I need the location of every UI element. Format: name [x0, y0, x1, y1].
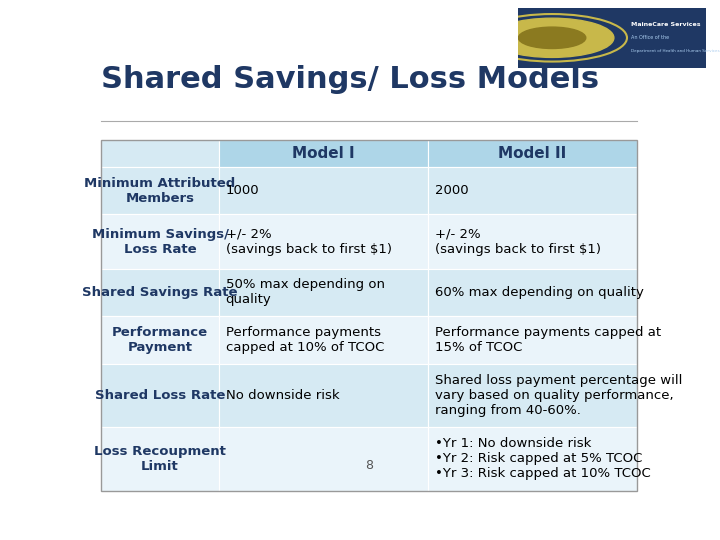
Bar	[101, 140, 636, 491]
Bar	[101, 427, 219, 491]
Bar	[219, 167, 428, 214]
Text: 8: 8	[365, 460, 373, 472]
Text: •Yr 1: No downside risk
•Yr 2: Risk capped at 5% TCOC
•Yr 3: Risk capped at 10% : •Yr 1: No downside risk •Yr 2: Risk capp…	[435, 437, 650, 480]
Bar	[428, 214, 636, 268]
Text: Shared Savings Rate: Shared Savings Rate	[82, 286, 238, 299]
Text: No downside risk: No downside risk	[225, 389, 339, 402]
Text: Model I: Model I	[292, 146, 355, 161]
Bar	[428, 316, 636, 364]
Bar	[219, 316, 428, 364]
Text: Shared Loss Rate: Shared Loss Rate	[95, 389, 225, 402]
Text: +/- 2%
(savings back to first $1): +/- 2% (savings back to first $1)	[435, 227, 600, 255]
Text: Performance payments
capped at 10% of TCOC: Performance payments capped at 10% of TC…	[225, 326, 384, 354]
Text: 60% max depending on quality: 60% max depending on quality	[435, 286, 644, 299]
Text: 50% max depending on
quality: 50% max depending on quality	[225, 279, 384, 307]
Bar	[101, 214, 219, 268]
Text: 2000: 2000	[435, 184, 468, 197]
Text: Performance payments capped at
15% of TCOC: Performance payments capped at 15% of TC…	[435, 326, 661, 354]
Bar	[428, 167, 636, 214]
Bar	[219, 427, 428, 491]
Bar	[219, 214, 428, 268]
Text: Model II: Model II	[498, 146, 567, 161]
Text: Department of Health and Human Services: Department of Health and Human Services	[631, 49, 719, 53]
Text: Performance
Payment: Performance Payment	[112, 326, 208, 354]
Text: Shared Savings/ Loss Models: Shared Savings/ Loss Models	[101, 65, 599, 94]
Bar	[101, 364, 219, 427]
Bar	[219, 268, 428, 316]
Circle shape	[490, 18, 614, 57]
Bar	[428, 427, 636, 491]
Bar	[101, 167, 219, 214]
Text: Loss Recoupment
Limit: Loss Recoupment Limit	[94, 445, 226, 473]
Bar	[428, 364, 636, 427]
Text: MaineCare Services: MaineCare Services	[631, 22, 701, 27]
Text: Minimum Savings/
Loss Rate: Minimum Savings/ Loss Rate	[91, 227, 228, 255]
Circle shape	[518, 27, 586, 49]
Bar	[101, 316, 219, 364]
Text: Shared loss payment percentage will
vary based on quality performance,
ranging f: Shared loss payment percentage will vary…	[435, 374, 682, 417]
Bar	[101, 268, 219, 316]
Text: +/- 2%
(savings back to first $1): +/- 2% (savings back to first $1)	[225, 227, 392, 255]
Bar	[219, 364, 428, 427]
Bar	[428, 140, 636, 167]
Bar	[101, 140, 219, 167]
Text: Minimum Attributed
Members: Minimum Attributed Members	[84, 177, 235, 205]
Text: 1000: 1000	[225, 184, 259, 197]
Bar	[428, 268, 636, 316]
Text: An Office of the: An Office of the	[631, 35, 669, 40]
Bar	[219, 140, 428, 167]
